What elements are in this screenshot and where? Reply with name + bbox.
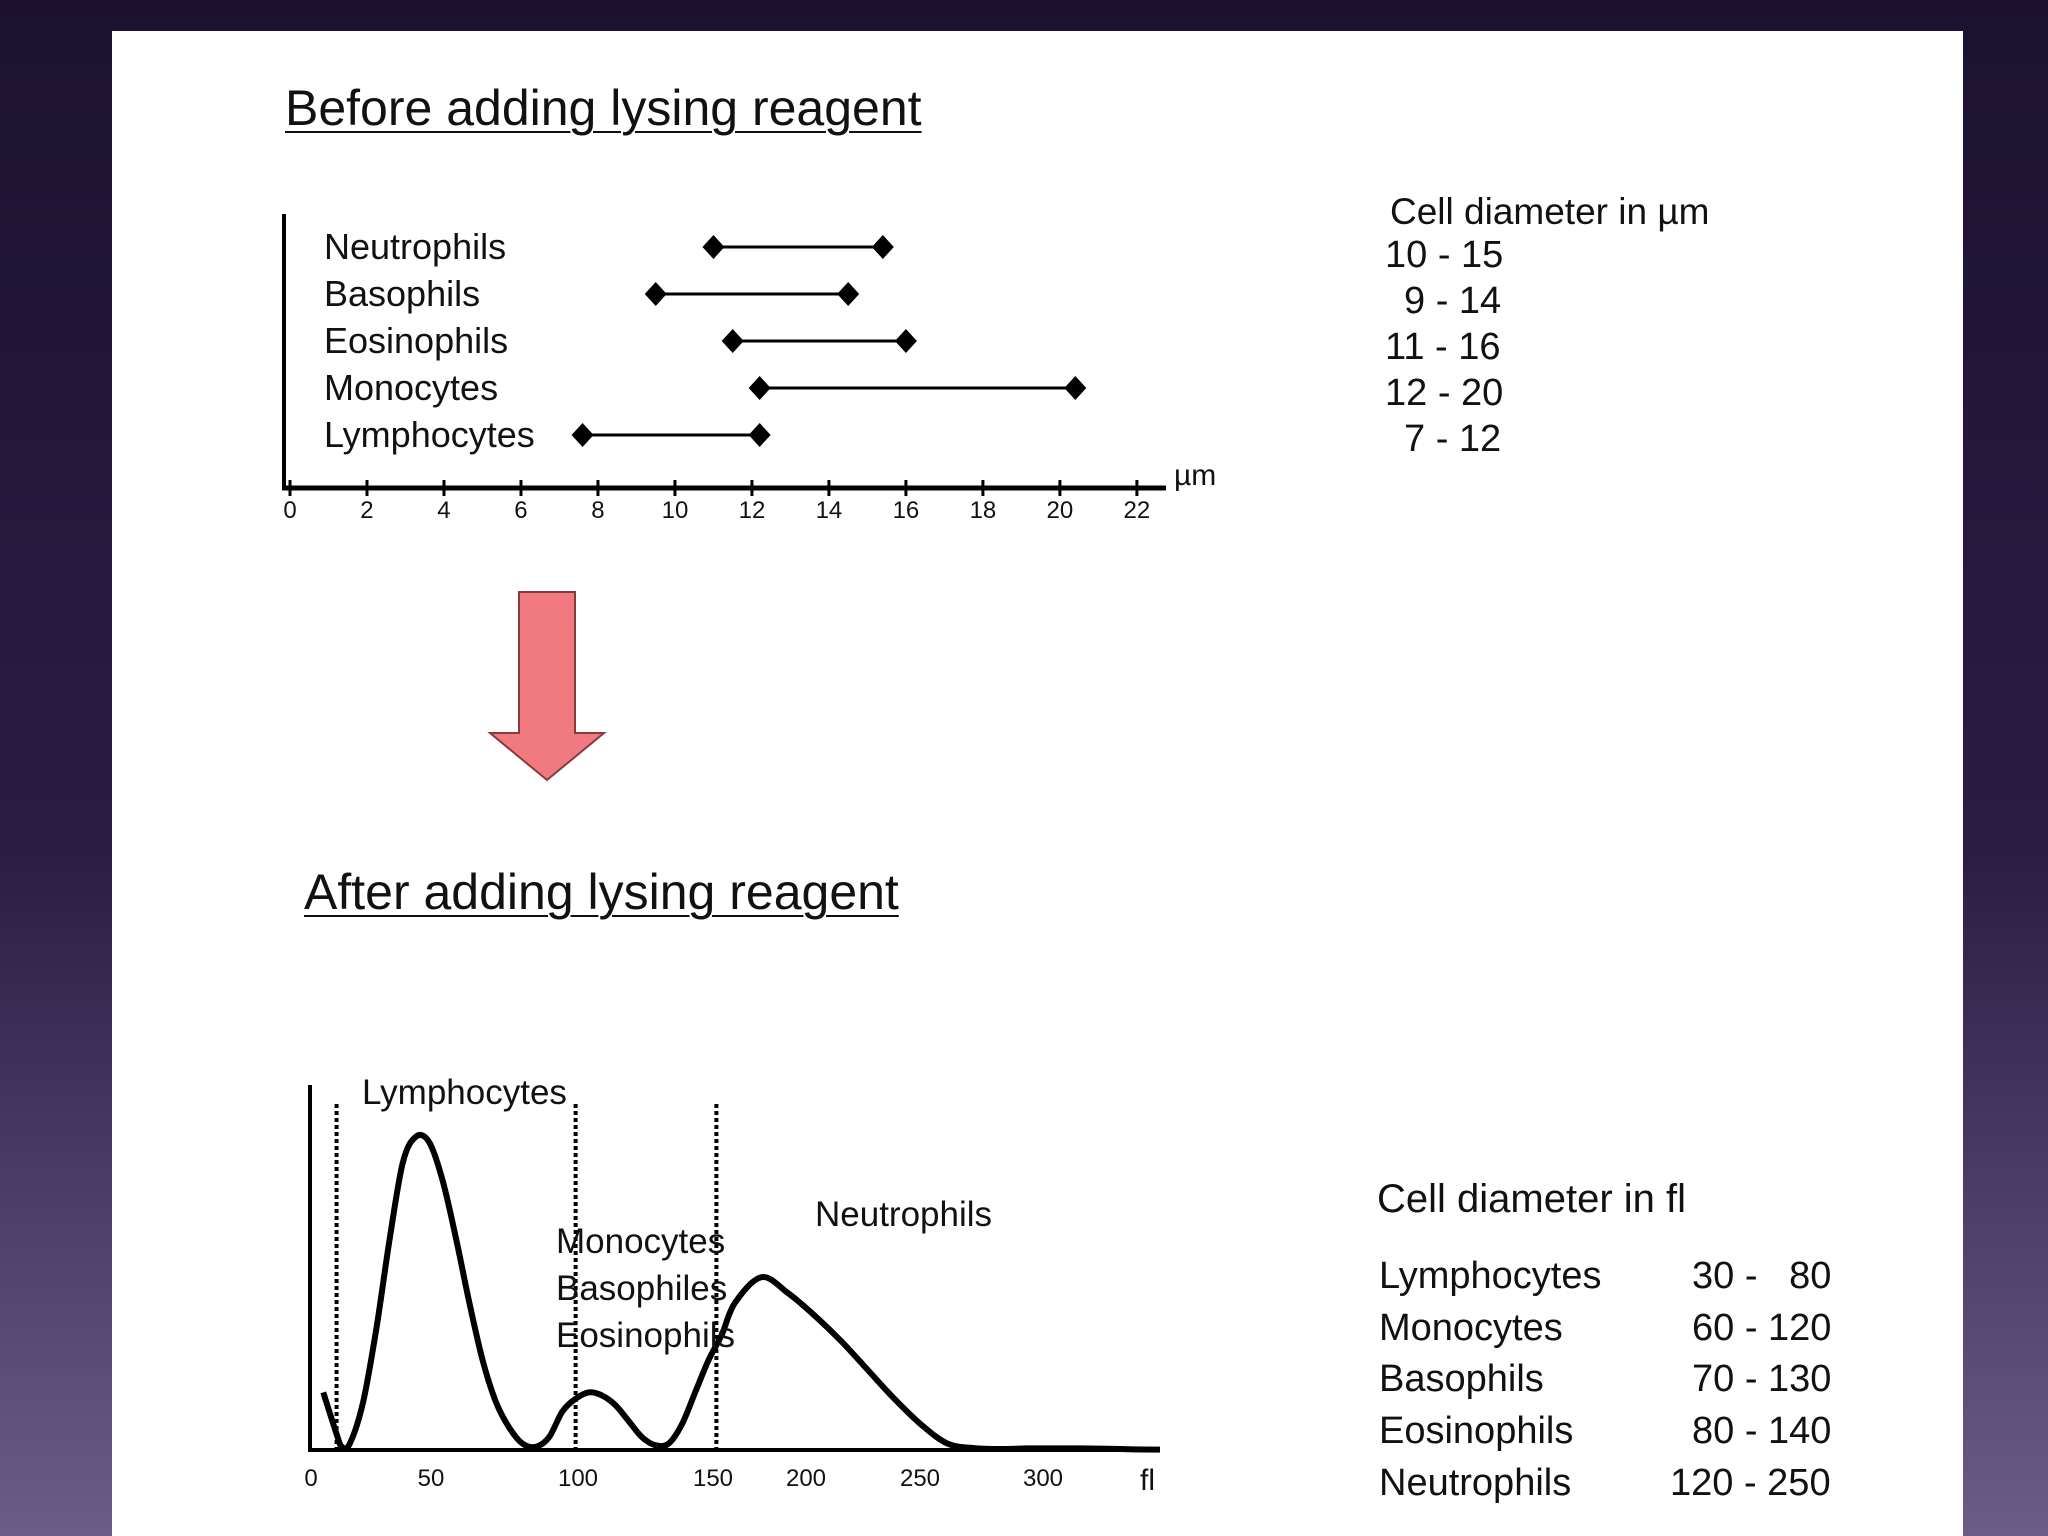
peak-annotation: Basophiles (556, 1269, 727, 1308)
category-label: Eosinophils (324, 320, 508, 361)
x-tick-label: 2 (360, 497, 373, 524)
peak-annotation: Neutrophils (815, 1195, 992, 1234)
range-endpoint (644, 282, 667, 306)
category-label: Basophils (324, 273, 480, 314)
bottom-heading: After adding lysing reagent (304, 864, 899, 920)
range-row: 12 - 20 (1385, 372, 1504, 414)
volume-row-name: Neutrophils (1379, 1462, 1572, 1504)
category-label: Neutrophils (324, 226, 506, 267)
x-tick-label: 300 (1023, 1465, 1063, 1492)
volume-row-range: 60 - 120 (1692, 1307, 1832, 1349)
x-tick-label: 6 (514, 497, 527, 524)
x-tick-label: 100 (558, 1465, 598, 1492)
category-label: Lymphocytes (324, 414, 535, 455)
range-endpoint (1064, 376, 1087, 400)
x-tick-label: 200 (786, 1465, 826, 1492)
x-tick-label: 8 (591, 497, 604, 524)
x-axis-unit: µm (1174, 459, 1216, 492)
range-endpoint (871, 235, 894, 259)
range-endpoint (702, 235, 725, 259)
range-row: 10 - 15 (1385, 234, 1504, 276)
range-row: 9 - 14 (1404, 280, 1502, 322)
x-tick-label: 50 (418, 1465, 445, 1492)
category-label: Monocytes (324, 367, 498, 408)
range-endpoint (748, 423, 771, 447)
range-endpoint (837, 282, 860, 306)
range-row: 11 - 16 (1385, 326, 1501, 368)
slide: Before adding lysing reagent Cell diamet… (112, 31, 1963, 1536)
x-tick-label: 16 (893, 497, 920, 524)
peak-annotation: Lymphocytes (362, 1073, 567, 1112)
distribution-curve (320, 1132, 1161, 1453)
volume-row-name: Monocytes (1379, 1307, 1563, 1349)
x-tick-label: 4 (437, 497, 450, 524)
volume-row-range: 30 - 80 (1692, 1255, 1832, 1297)
volume-row-range: 80 - 140 (1692, 1410, 1832, 1452)
x-tick-label: 18 (970, 497, 997, 524)
volume-row-range: 70 - 130 (1692, 1358, 1832, 1400)
peak-annotation: Eosinophils (556, 1316, 735, 1355)
top-table-title: Cell diameter in µm (1390, 191, 1710, 232)
down-arrow-icon (487, 591, 607, 782)
x-tick-label: 150 (693, 1465, 733, 1492)
bottom-table-title: Cell diameter in fl (1377, 1177, 1687, 1221)
volume-row-name: Lymphocytes (1379, 1255, 1602, 1297)
volume-row-name: Basophils (1379, 1358, 1544, 1400)
range-endpoint (894, 329, 917, 353)
range-endpoint (748, 376, 771, 400)
range-row: 7 - 12 (1404, 418, 1502, 460)
x-axis-unit: fl (1140, 1464, 1155, 1497)
peak-annotation: Monocytes (556, 1222, 725, 1261)
x-tick-label: 0 (304, 1465, 317, 1492)
x-tick-label: 12 (739, 497, 766, 524)
x-tick-label: 22 (1124, 497, 1151, 524)
x-tick-label: 10 (662, 497, 689, 524)
range-endpoint (571, 423, 594, 447)
volume-row-range: 120 - 250 (1670, 1462, 1831, 1504)
x-tick-label: 0 (283, 497, 296, 524)
volume-row-name: Eosinophils (1379, 1410, 1574, 1452)
x-tick-label: 20 (1047, 497, 1074, 524)
x-tick-label: 14 (816, 497, 843, 524)
range-endpoint (721, 329, 744, 353)
x-tick-label: 250 (900, 1465, 940, 1492)
top-heading: Before adding lysing reagent (285, 80, 922, 136)
